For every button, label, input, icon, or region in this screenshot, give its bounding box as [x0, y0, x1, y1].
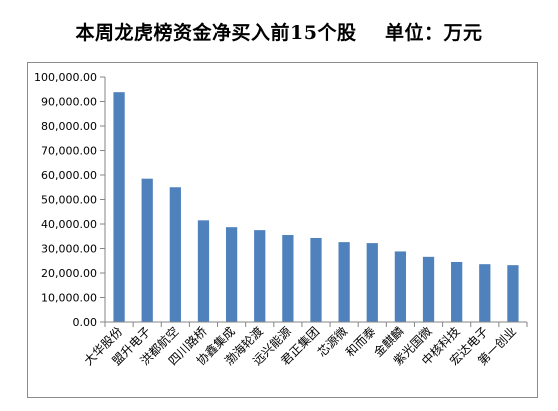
bar — [197, 220, 210, 322]
bar — [282, 235, 294, 322]
bar — [366, 243, 378, 322]
y-tick-label: 60,000.00 — [41, 169, 97, 182]
y-tick-label: 30,000.00 — [41, 243, 97, 256]
y-axis: 0.00 10,000.00 20,000.00 30,000.00 40,000.00… — [34, 71, 106, 329]
y-tick-label: 10,000.00 — [41, 292, 97, 305]
bar — [507, 265, 519, 322]
bar — [254, 230, 266, 322]
y-tick-label: 80,000.00 — [41, 120, 97, 133]
x-axis: 大华股份盟升电子洪都航空四川路桥协鑫集成渤海轮渡远兴能源君正集团芯源微和而泰金麒… — [81, 321, 528, 368]
bar — [451, 261, 463, 322]
bar — [422, 256, 435, 322]
x-category-label: 和而泰 — [343, 324, 378, 359]
y-tick-label: 70,000.00 — [41, 145, 97, 158]
bar — [394, 251, 407, 322]
y-tick-label: 90,000.00 — [41, 96, 97, 109]
bar — [225, 227, 238, 322]
y-tick-label: 0.00 — [73, 316, 98, 329]
chart-area-frame — [27, 62, 538, 398]
x-category-label: 芯源微 — [315, 324, 350, 359]
bar — [338, 242, 350, 322]
bars — [113, 92, 519, 322]
y-tick-label: 40,000.00 — [41, 218, 97, 231]
bar — [141, 178, 153, 322]
bar — [113, 92, 125, 322]
bar — [169, 187, 181, 322]
chart-title: 本周龙虎榜资金净买入前15个股 单位：万元 — [75, 22, 483, 44]
bar — [310, 237, 322, 322]
bar — [479, 264, 491, 322]
y-tick-label: 50,000.00 — [41, 194, 97, 207]
y-tick-label: 100,000.00 — [34, 71, 97, 84]
y-tick-label: 20,000.00 — [41, 267, 97, 280]
